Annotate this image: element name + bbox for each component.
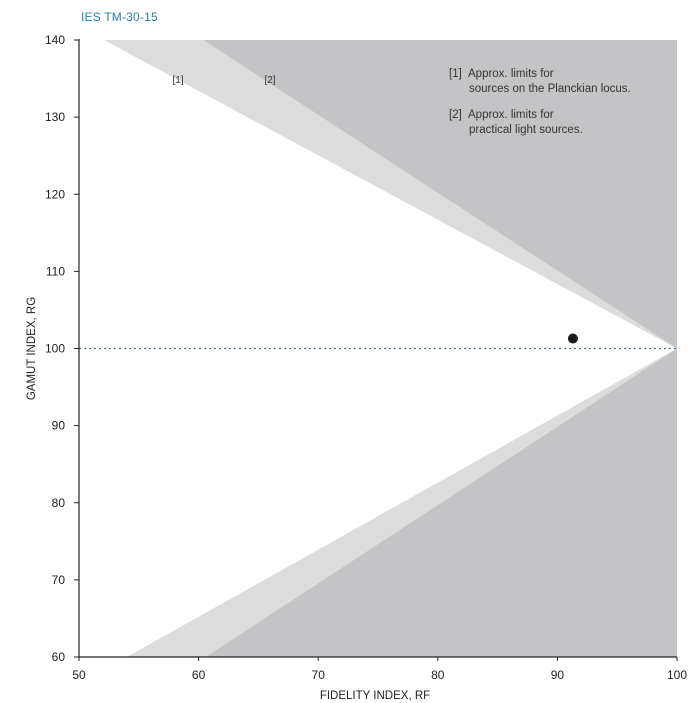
- legend-marker-1: [1]: [449, 68, 462, 80]
- legend-layer: [1] Approx. limits for sources on the Plan…: [449, 68, 631, 136]
- points-layer: [567, 333, 578, 344]
- x-tick-label: 60: [192, 668, 206, 682]
- ticks-layer: 60 70 80 90 100 110 120 130 140 50 60 70 80 90 100: [45, 33, 687, 682]
- y-tick-label: 130: [45, 110, 65, 124]
- legend-text-2-2: practical light sources.: [469, 124, 583, 136]
- y-tick-label: 90: [52, 419, 66, 433]
- y-tick-label: 140: [45, 33, 65, 47]
- chart-title: IES TM-30-15: [81, 10, 158, 24]
- labels-layer: FIDELITY INDEX, RF GAMUT INDEX, RG [1] [2]: [26, 75, 430, 702]
- y-tick-label: 110: [46, 264, 65, 278]
- legend-text-1-2: sources on the Planckian locus.: [469, 83, 631, 95]
- legend-text-2-1: Approx. limits for: [468, 109, 554, 121]
- x-tick-label: 80: [431, 668, 445, 682]
- x-axis-label: FIDELITY INDEX, RF: [320, 690, 430, 702]
- y-tick-label: 80: [52, 496, 66, 510]
- y-tick-label: 120: [45, 187, 65, 201]
- regions-layer: [104, 40, 678, 657]
- y-tick-label: 70: [52, 573, 66, 587]
- x-tick-label: 70: [312, 668, 326, 682]
- x-tick-label: 100: [667, 668, 687, 682]
- y-tick-label: 100: [45, 342, 65, 356]
- region-label-2: [2]: [264, 75, 275, 86]
- legend-text-1-1: Approx. limits for: [468, 68, 554, 80]
- y-axis-label: GAMUT INDEX, RG: [26, 297, 38, 400]
- region-label-1: [1]: [172, 75, 183, 86]
- region-upper-2: [203, 40, 677, 349]
- data-point: [567, 333, 578, 344]
- region-lower-2: [205, 348, 677, 657]
- x-tick-label: 90: [551, 668, 565, 682]
- y-tick-label: 60: [52, 650, 66, 664]
- legend-marker-2: [2]: [449, 109, 462, 121]
- x-tick-label: 50: [72, 668, 86, 682]
